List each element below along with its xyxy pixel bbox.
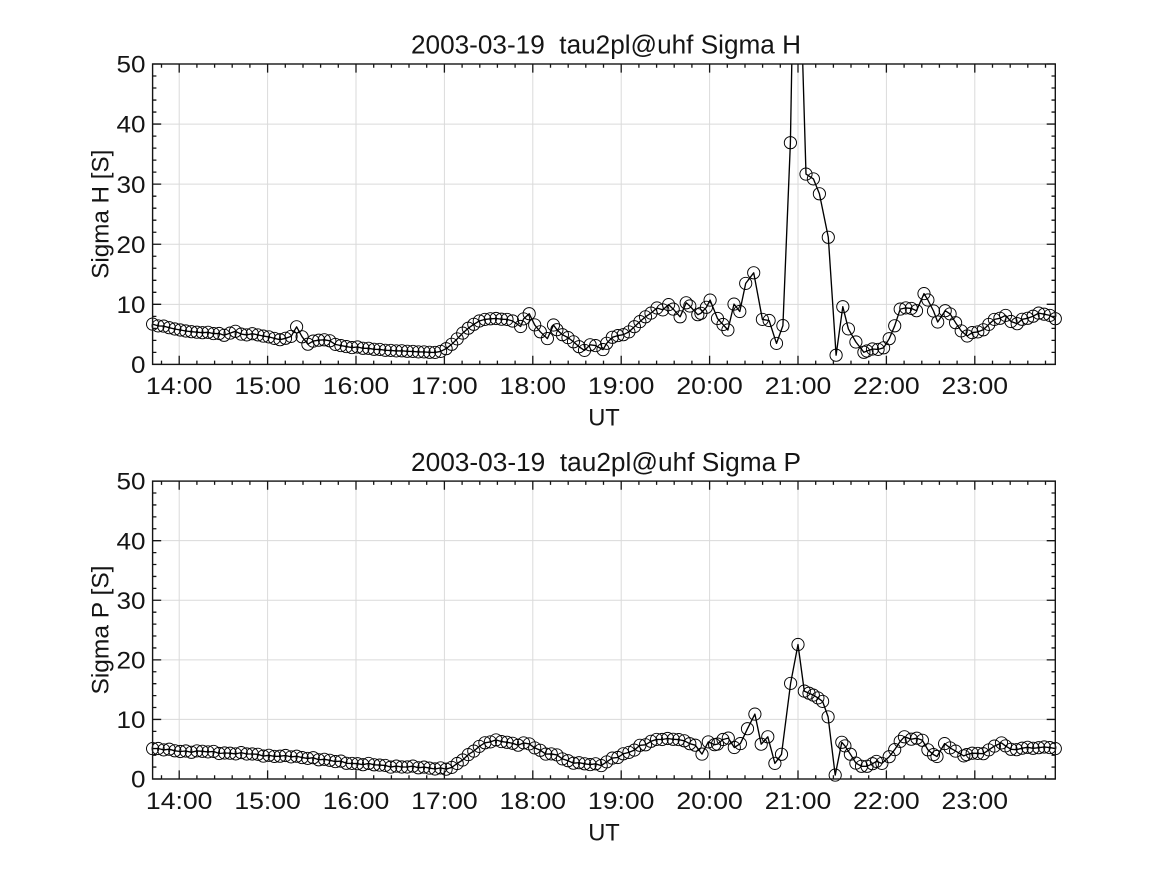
svg-text:40: 40 <box>117 113 146 139</box>
svg-text:50: 50 <box>117 53 146 79</box>
svg-text:10: 10 <box>117 293 146 319</box>
svg-text:20:00: 20:00 <box>676 374 743 400</box>
svg-text:19:00: 19:00 <box>588 374 655 400</box>
svg-text:UT: UT <box>588 821 620 847</box>
svg-text:20: 20 <box>117 648 146 674</box>
svg-text:23:00: 23:00 <box>942 789 1009 815</box>
svg-text:22:00: 22:00 <box>853 789 920 815</box>
svg-text:18:00: 18:00 <box>500 789 567 815</box>
svg-text:21:00: 21:00 <box>765 374 832 400</box>
svg-text:15:00: 15:00 <box>234 374 301 400</box>
svg-text:50: 50 <box>117 470 146 496</box>
svg-text:10: 10 <box>117 708 146 734</box>
svg-text:17:00: 17:00 <box>411 374 478 400</box>
svg-text:Sigma P [S]: Sigma P [S] <box>89 566 115 695</box>
svg-text:UT: UT <box>588 406 620 432</box>
svg-text:15:00: 15:00 <box>234 789 301 815</box>
svg-text:19:00: 19:00 <box>588 789 655 815</box>
svg-text:23:00: 23:00 <box>942 374 1009 400</box>
svg-text:0: 0 <box>131 353 146 379</box>
svg-text:14:00: 14:00 <box>146 789 213 815</box>
svg-text:14:00: 14:00 <box>146 374 213 400</box>
svg-text:40: 40 <box>117 529 146 555</box>
svg-text:22:00: 22:00 <box>853 374 920 400</box>
svg-text:17:00: 17:00 <box>411 789 478 815</box>
svg-text:18:00: 18:00 <box>500 374 567 400</box>
svg-text:16:00: 16:00 <box>323 374 390 400</box>
svg-text:0: 0 <box>131 768 146 794</box>
svg-text:Sigma H [S]: Sigma H [S] <box>89 150 115 279</box>
svg-text:20:00: 20:00 <box>676 789 743 815</box>
svg-text:30: 30 <box>117 173 146 199</box>
svg-text:20: 20 <box>117 233 146 259</box>
svg-text:2003-03-19 tau2pl@uhf Sigma P: 2003-03-19 tau2pl@uhf Sigma P <box>411 449 801 477</box>
svg-text:16:00: 16:00 <box>323 789 390 815</box>
svg-text:30: 30 <box>117 589 146 615</box>
svg-text:2003-03-19 tau2pl@uhf Sigma H: 2003-03-19 tau2pl@uhf Sigma H <box>411 32 801 60</box>
svg-text:21:00: 21:00 <box>765 789 832 815</box>
